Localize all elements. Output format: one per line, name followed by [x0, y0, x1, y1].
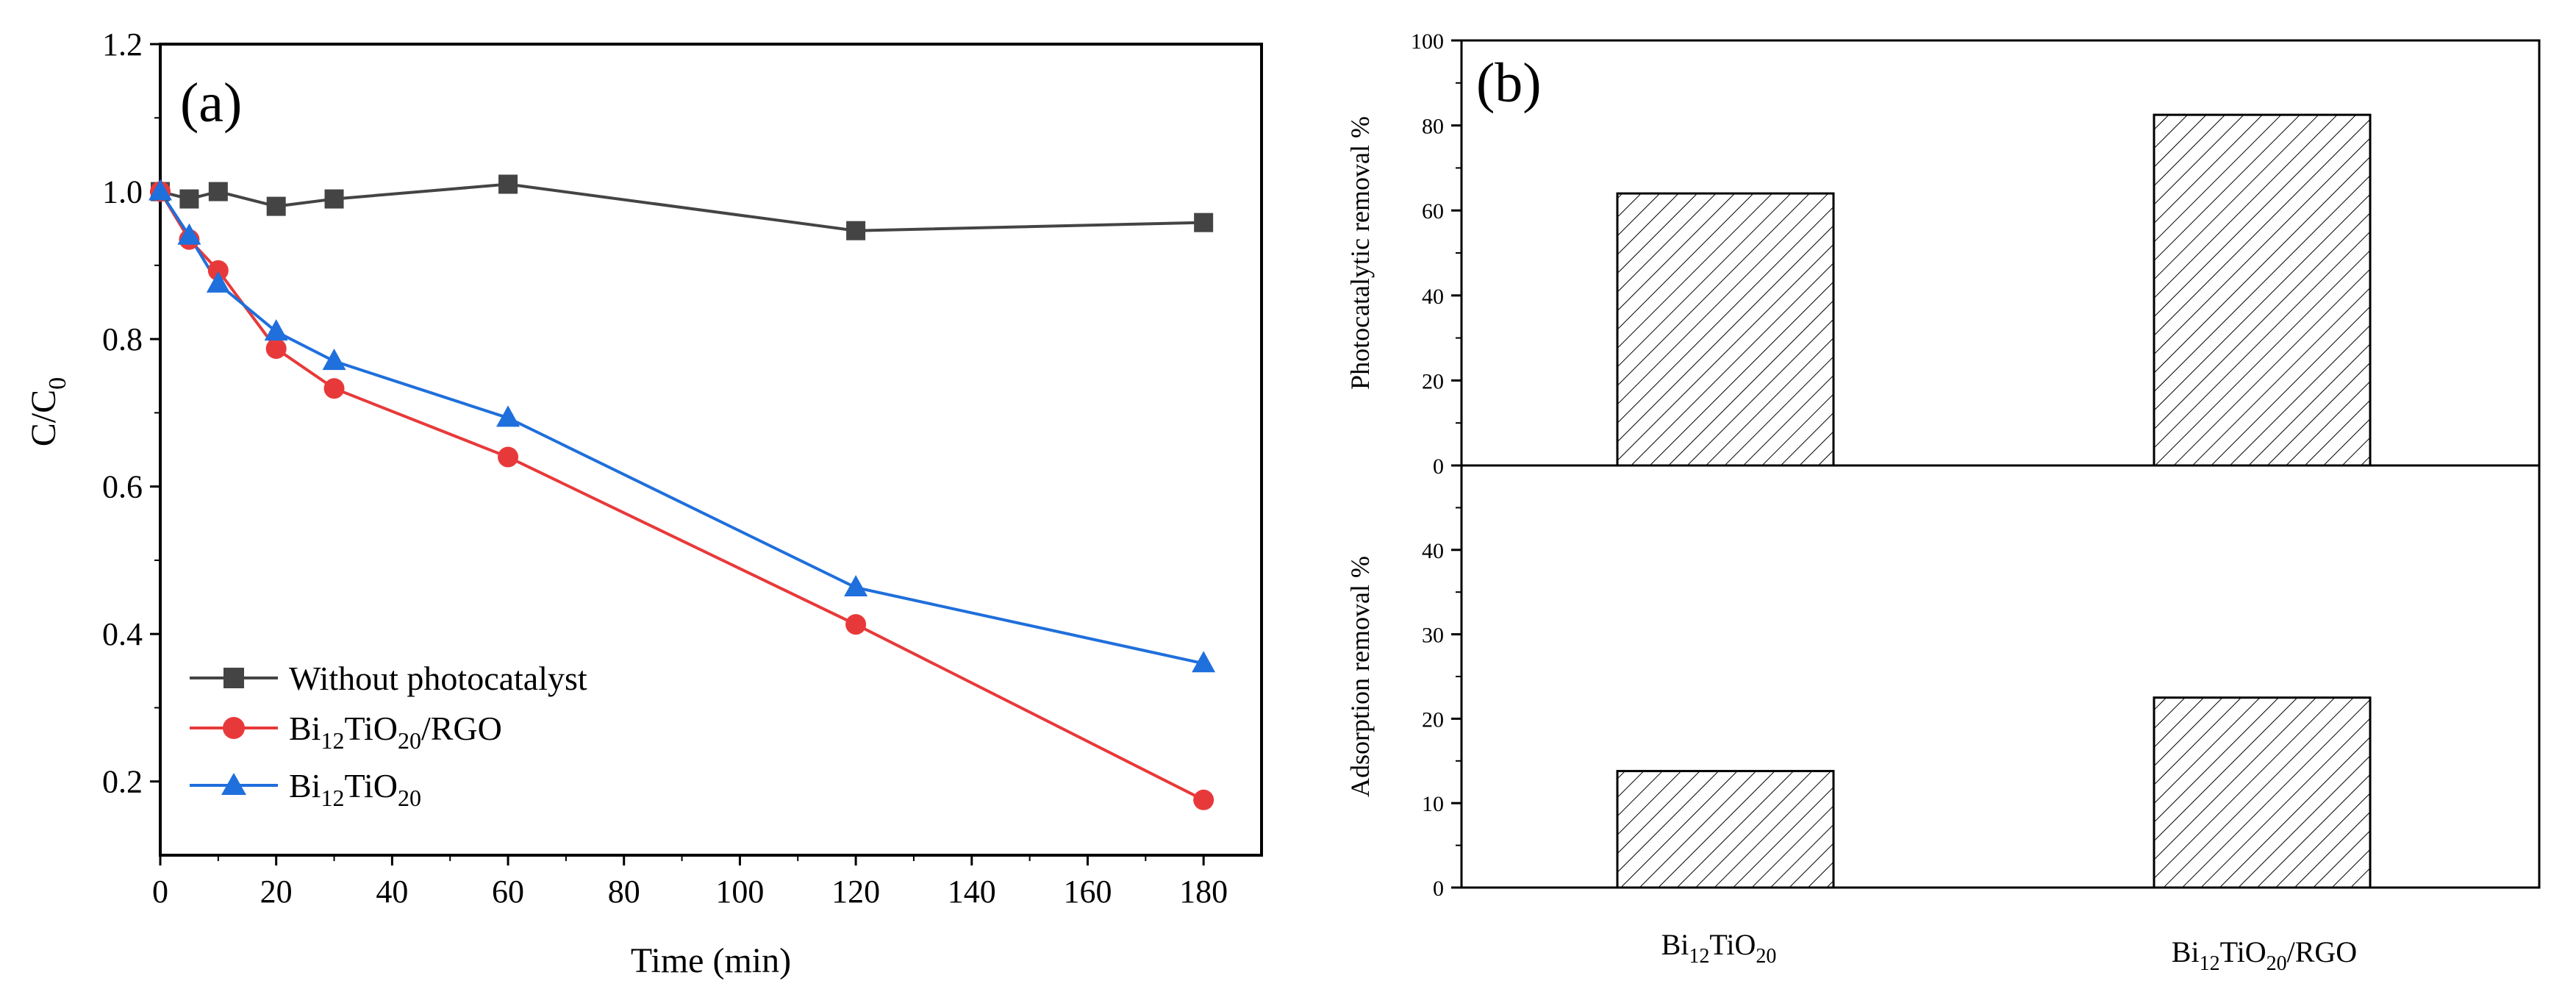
photocatalytic-y-title: Photocatalytic removal % [1345, 116, 1375, 390]
data-point-without-photocatalyst [1194, 213, 1214, 232]
panel-b-frame [1460, 39, 2541, 889]
x-tick-label: 160 [1063, 874, 1112, 910]
data-point-bi12tio20-rgo [498, 446, 519, 468]
x-tick-label: 180 [1179, 874, 1228, 910]
y-tick-label: 1.2 [102, 26, 143, 63]
y-tick-label: 40 [1422, 285, 1444, 309]
category-label-bi: Bi12TiO20 [1661, 928, 1777, 968]
y-tick-label: 0.8 [102, 321, 143, 357]
y-tick-label: 100 [1411, 29, 1444, 54]
data-point-bi12tio20-rgo [845, 614, 867, 635]
x-tick-label: 80 [608, 874, 640, 910]
adsorption-y-title: Adsorption removal % [1345, 556, 1375, 797]
panel-b-letter: (b) [1476, 52, 1542, 114]
data-point-bi12tio20 [206, 271, 230, 293]
x-tick-label: 60 [492, 874, 524, 910]
legend-label-without: Without photocatalyst [289, 660, 587, 697]
y-tick-label: 80 [1422, 115, 1444, 139]
series-line-bi12tio20 [159, 190, 1204, 665]
data-point-without-photocatalyst [266, 196, 286, 216]
x-tick-label: 120 [831, 874, 880, 910]
y-tick-label: 20 [1422, 707, 1444, 732]
y-tick-label: 10 [1422, 792, 1444, 816]
y-tick-label: 0.4 [102, 616, 143, 652]
series-line-without-photocatalyst [160, 182, 1204, 232]
panel-a-frame [159, 43, 1263, 857]
data-point-without-photocatalyst [846, 221, 866, 240]
data-point-bi12tio20 [149, 179, 172, 201]
legend-label-bi: Bi12TiO20 [289, 767, 421, 811]
x-tick-label: 0 [152, 874, 168, 910]
panel-a-letter: (a) [180, 72, 242, 134]
panel-a-line-chart: 0 20 40 60 80 100 120 140 160 180 0.2 0.4 0.6 0.8 1.0 1… [24, 26, 1263, 980]
legend: Without photocatalyst Bi12TiO20/RGO Bi12… [190, 660, 587, 811]
x-tick-label: 20 [260, 874, 293, 910]
data-point-bi12tio20 [844, 575, 868, 597]
data-point-bi12tio20 [322, 349, 346, 371]
y-tick-label: 60 [1422, 199, 1444, 224]
data-point-bi12tio20-rgo [323, 378, 345, 399]
bar-photocatalytic-bi12tio20 [1616, 192, 1835, 467]
bar-adsorption-bi12tio20 [1616, 770, 1835, 889]
y-tick-label: 0 [1433, 877, 1444, 901]
data-point-bi12tio20-rgo [207, 260, 229, 281]
data-point-bi12tio20-rgo [265, 338, 287, 360]
y-tick-label: 20 [1422, 369, 1444, 393]
legend-marker-triangle [221, 773, 246, 795]
data-point-bi12tio20 [496, 405, 520, 427]
y-tick-label: 0.2 [102, 764, 143, 800]
legend-marker-square [223, 668, 244, 688]
y-tick-label: 0.6 [102, 469, 143, 505]
data-point-bi12tio20 [264, 319, 288, 341]
x-tick-label: 100 [715, 874, 764, 910]
panel-a-x-title: Time (min) [631, 941, 791, 980]
data-point-without-photocatalyst [498, 174, 518, 194]
y-tick-label: 1.0 [102, 174, 143, 210]
data-point-without-photocatalyst [208, 182, 228, 201]
data-point-bi12tio20-rgo [1193, 789, 1214, 810]
y-tick-label: 30 [1422, 624, 1444, 648]
data-point-without-photocatalyst [179, 189, 199, 209]
data-point-bi12tio20 [177, 223, 201, 245]
data-point-without-photocatalyst [324, 189, 344, 209]
panel-b-bar-chart: 0 20 40 60 80 100 0 10 20 30 40 (b) Photocatalytic… [1345, 29, 2541, 975]
legend-label-rgo: Bi12TiO20/RGO [289, 710, 502, 754]
bar-photocatalytic-bi12tio20-rgo [2153, 113, 2372, 467]
data-point-bi12tio20 [1192, 651, 1216, 673]
y-tick-label: 0 [1433, 454, 1444, 479]
panel-a-y-title: C/C0 [24, 377, 71, 446]
series-line-bi12tio20-rgo [159, 190, 1205, 802]
x-tick-label: 140 [948, 874, 996, 910]
bar-adsorption-bi12tio20-rgo [2153, 696, 2372, 889]
legend-marker-circle [223, 717, 245, 739]
x-tick-label: 40 [376, 874, 408, 910]
category-label-rgo: Bi12TiO20/RGO [2172, 935, 2357, 975]
y-tick-label: 40 [1422, 539, 1444, 563]
